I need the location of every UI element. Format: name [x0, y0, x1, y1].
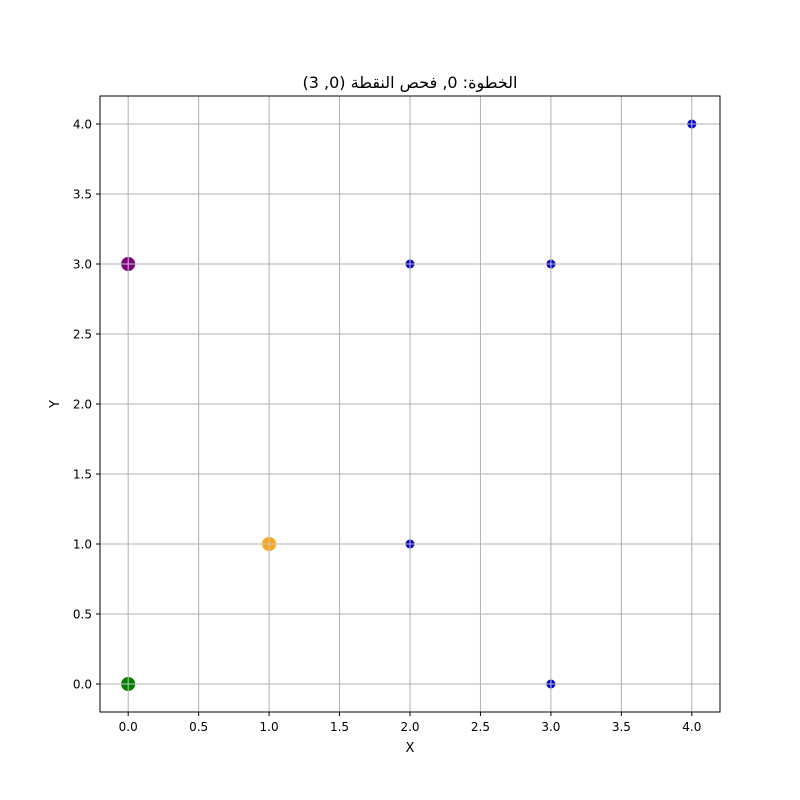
y-tick-label: 1.5 [73, 468, 92, 482]
y-tick-label: 3.5 [73, 188, 92, 202]
x-tick-label: 2.5 [471, 720, 490, 734]
data-points [121, 119, 697, 691]
chart-title: الخطوة: 0, فحص النقطة (0, 3) [303, 73, 518, 93]
y-tick-label: 4.0 [73, 118, 92, 132]
y-tick-label: 2.5 [73, 328, 92, 342]
x-tick-label: 2.0 [400, 720, 419, 734]
grid [100, 96, 720, 712]
y-axis-label: Y [48, 400, 63, 409]
y-tick-label: 3.0 [73, 258, 92, 272]
x-tick-label: 3.5 [612, 720, 631, 734]
y-tick-label: 0.0 [73, 678, 92, 692]
y-axis-ticks: 0.0 0.5 1.0 1.5 2.0 2.5 3.0 3.5 4.0 [73, 118, 100, 692]
x-tick-label: 0.0 [119, 720, 138, 734]
y-tick-label: 1.0 [73, 538, 92, 552]
x-tick-label: 4.0 [682, 720, 701, 734]
x-tick-label: 3.0 [541, 720, 560, 734]
x-axis-label: X [406, 741, 415, 756]
y-tick-label: 0.5 [73, 608, 92, 622]
x-tick-label: 1.5 [330, 720, 349, 734]
y-tick-label: 2.0 [73, 398, 92, 412]
x-axis-ticks: 0.0 0.5 1.0 1.5 2.0 2.5 3.0 3.5 4.0 [119, 712, 701, 734]
x-tick-label: 1.0 [260, 720, 279, 734]
x-tick-label: 0.5 [189, 720, 208, 734]
